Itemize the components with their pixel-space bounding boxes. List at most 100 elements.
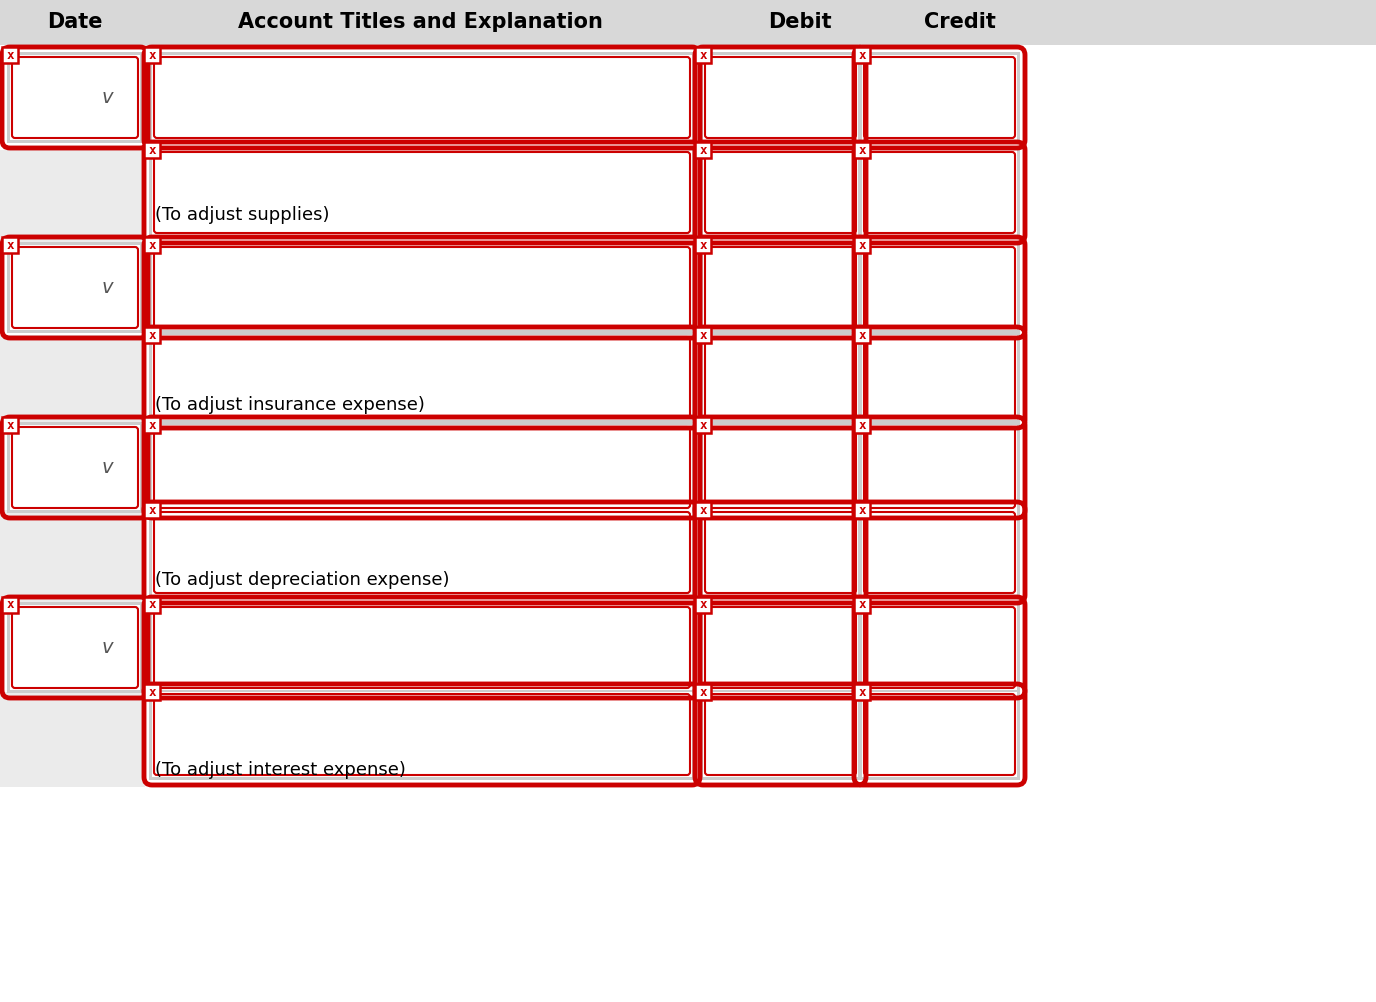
FancyBboxPatch shape xyxy=(700,602,861,693)
FancyBboxPatch shape xyxy=(151,335,692,420)
FancyBboxPatch shape xyxy=(700,422,861,513)
Bar xyxy=(1,597,18,613)
FancyBboxPatch shape xyxy=(149,422,695,513)
FancyBboxPatch shape xyxy=(10,55,140,140)
Bar xyxy=(695,47,711,63)
Text: Debit: Debit xyxy=(768,12,832,32)
Bar xyxy=(695,597,711,613)
Bar xyxy=(695,684,711,700)
FancyBboxPatch shape xyxy=(703,245,859,330)
Text: x: x xyxy=(149,143,155,156)
Text: x: x xyxy=(7,238,14,252)
Bar xyxy=(0,510,144,605)
Bar xyxy=(144,597,160,613)
FancyBboxPatch shape xyxy=(861,605,1017,690)
Text: Date: Date xyxy=(47,12,103,32)
Text: (To adjust interest expense): (To adjust interest expense) xyxy=(155,761,406,779)
Bar xyxy=(854,502,870,518)
FancyBboxPatch shape xyxy=(861,150,1017,235)
Bar xyxy=(695,142,711,158)
FancyBboxPatch shape xyxy=(703,692,859,777)
FancyBboxPatch shape xyxy=(700,242,861,333)
FancyBboxPatch shape xyxy=(861,55,1017,140)
Bar xyxy=(695,417,711,433)
FancyBboxPatch shape xyxy=(700,689,861,780)
Text: x: x xyxy=(699,685,707,698)
Text: v: v xyxy=(102,88,113,107)
Text: x: x xyxy=(699,419,707,432)
Text: x: x xyxy=(149,685,155,698)
Bar xyxy=(144,684,160,700)
Bar xyxy=(144,47,160,63)
FancyBboxPatch shape xyxy=(703,425,859,510)
FancyBboxPatch shape xyxy=(700,52,861,143)
Text: x: x xyxy=(149,419,155,432)
Text: x: x xyxy=(859,419,866,432)
Text: x: x xyxy=(699,503,707,516)
FancyBboxPatch shape xyxy=(149,689,695,780)
FancyBboxPatch shape xyxy=(859,422,1020,513)
Bar xyxy=(854,327,870,343)
Text: x: x xyxy=(699,598,707,611)
FancyBboxPatch shape xyxy=(151,55,692,140)
Bar xyxy=(854,417,870,433)
FancyBboxPatch shape xyxy=(149,507,695,598)
FancyBboxPatch shape xyxy=(861,425,1017,510)
FancyBboxPatch shape xyxy=(151,605,692,690)
FancyBboxPatch shape xyxy=(859,332,1020,423)
FancyBboxPatch shape xyxy=(861,335,1017,420)
Text: v: v xyxy=(102,458,113,477)
Text: x: x xyxy=(859,685,866,698)
FancyBboxPatch shape xyxy=(703,605,859,690)
Text: x: x xyxy=(859,143,866,156)
FancyBboxPatch shape xyxy=(149,332,695,423)
Text: x: x xyxy=(149,238,155,252)
FancyBboxPatch shape xyxy=(151,692,692,777)
Text: (To adjust depreciation expense): (To adjust depreciation expense) xyxy=(155,571,450,589)
Text: x: x xyxy=(699,48,707,61)
Bar xyxy=(144,417,160,433)
Bar xyxy=(854,142,870,158)
FancyBboxPatch shape xyxy=(703,335,859,420)
Bar xyxy=(854,684,870,700)
Text: v: v xyxy=(102,278,113,297)
FancyBboxPatch shape xyxy=(149,147,695,238)
FancyBboxPatch shape xyxy=(859,507,1020,598)
Bar xyxy=(1,47,18,63)
Text: x: x xyxy=(149,329,155,342)
FancyBboxPatch shape xyxy=(151,425,692,510)
Bar xyxy=(0,0,1376,45)
FancyBboxPatch shape xyxy=(859,602,1020,693)
Text: x: x xyxy=(7,419,14,432)
Bar xyxy=(144,237,160,253)
FancyBboxPatch shape xyxy=(700,147,861,238)
Text: Credit: Credit xyxy=(925,12,996,32)
Bar xyxy=(1,237,18,253)
FancyBboxPatch shape xyxy=(10,425,140,510)
Bar xyxy=(854,597,870,613)
Text: x: x xyxy=(149,598,155,611)
Bar xyxy=(144,502,160,518)
Text: x: x xyxy=(859,329,866,342)
FancyBboxPatch shape xyxy=(7,602,143,693)
Text: v: v xyxy=(102,638,113,657)
FancyBboxPatch shape xyxy=(703,55,859,140)
Text: x: x xyxy=(699,238,707,252)
FancyBboxPatch shape xyxy=(700,507,861,598)
Text: x: x xyxy=(699,143,707,156)
Text: x: x xyxy=(7,48,14,61)
FancyBboxPatch shape xyxy=(859,147,1020,238)
FancyBboxPatch shape xyxy=(703,510,859,595)
Text: (To adjust insurance expense): (To adjust insurance expense) xyxy=(155,396,425,414)
Bar xyxy=(695,502,711,518)
FancyBboxPatch shape xyxy=(151,510,692,595)
FancyBboxPatch shape xyxy=(10,605,140,690)
Text: x: x xyxy=(859,238,866,252)
Bar xyxy=(144,142,160,158)
FancyBboxPatch shape xyxy=(700,332,861,423)
FancyBboxPatch shape xyxy=(7,52,143,143)
FancyBboxPatch shape xyxy=(861,245,1017,330)
FancyBboxPatch shape xyxy=(861,692,1017,777)
FancyBboxPatch shape xyxy=(7,242,143,333)
FancyBboxPatch shape xyxy=(149,602,695,693)
